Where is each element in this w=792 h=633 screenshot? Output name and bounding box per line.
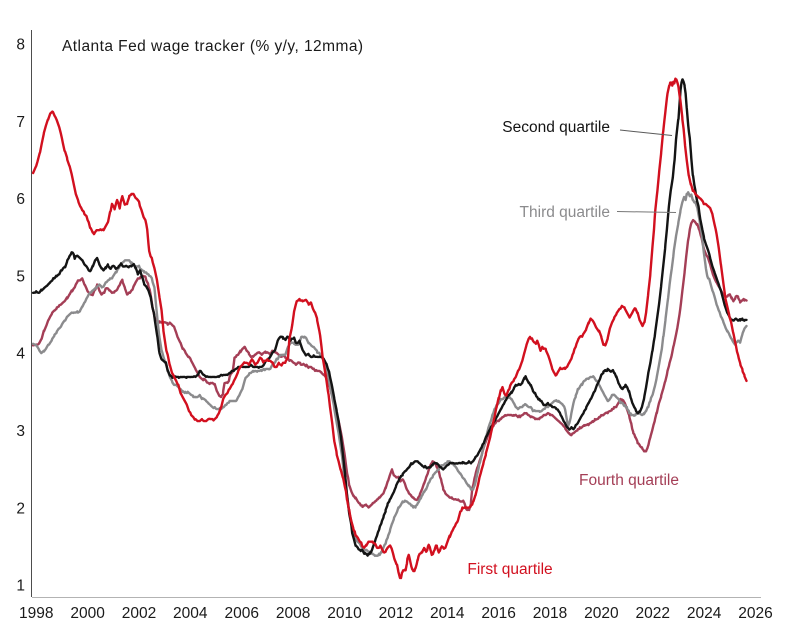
svg-text:2018: 2018 bbox=[533, 605, 567, 622]
svg-text:2: 2 bbox=[16, 500, 25, 517]
svg-text:2002: 2002 bbox=[122, 605, 156, 622]
svg-text:5: 5 bbox=[16, 268, 25, 285]
svg-text:Fourth quartile: Fourth quartile bbox=[579, 472, 679, 489]
svg-text:2016: 2016 bbox=[481, 605, 515, 622]
svg-text:2022: 2022 bbox=[636, 605, 670, 622]
svg-text:First quartile: First quartile bbox=[467, 561, 552, 578]
svg-text:4: 4 bbox=[16, 346, 25, 363]
svg-text:2004: 2004 bbox=[173, 605, 208, 622]
svg-text:2008: 2008 bbox=[276, 605, 310, 622]
svg-text:2026: 2026 bbox=[738, 605, 772, 622]
svg-text:2006: 2006 bbox=[224, 605, 258, 622]
svg-text:2024: 2024 bbox=[687, 605, 722, 622]
svg-text:3: 3 bbox=[16, 423, 25, 440]
svg-text:1998: 1998 bbox=[19, 605, 53, 622]
svg-text:1: 1 bbox=[16, 578, 25, 595]
svg-text:2010: 2010 bbox=[327, 605, 362, 622]
svg-text:Atlanta Fed wage tracker (% y/: Atlanta Fed wage tracker (% y/y, 12mma) bbox=[62, 38, 364, 55]
svg-text:2014: 2014 bbox=[430, 605, 465, 622]
svg-text:2020: 2020 bbox=[584, 605, 619, 622]
svg-text:Third quartile: Third quartile bbox=[520, 204, 610, 221]
svg-text:2000: 2000 bbox=[70, 605, 105, 622]
svg-text:7: 7 bbox=[16, 114, 25, 131]
svg-text:2012: 2012 bbox=[379, 605, 413, 622]
svg-text:6: 6 bbox=[16, 191, 25, 208]
svg-text:8: 8 bbox=[16, 37, 25, 54]
svg-text:Second quartile: Second quartile bbox=[502, 119, 610, 136]
